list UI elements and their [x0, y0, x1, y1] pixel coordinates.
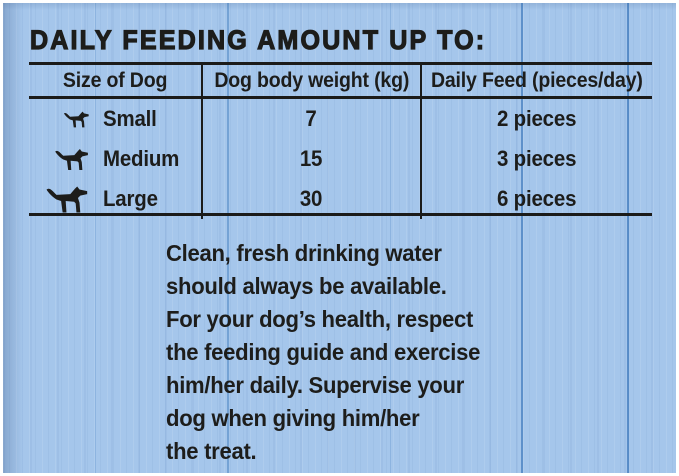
- header-daily-feed: Daily Feed (pieces/day): [431, 68, 643, 92]
- weight-cell: 30: [203, 179, 422, 219]
- care-note-line: him/her daily. Supervise your: [166, 372, 465, 398]
- size-cell-small: Small: [29, 99, 203, 139]
- care-note-line: Clean, fresh drinking water: [166, 240, 442, 266]
- care-note: Clean, fresh drinking water should alway…: [166, 237, 550, 468]
- care-note-line: should always be available.: [166, 273, 447, 299]
- feed-cell: 3 pieces: [497, 146, 577, 171]
- feeding-table-header-row: Size of Dog Dog body weight (kg) Daily F…: [29, 65, 652, 99]
- feeding-row-small: Small 7 2 pieces: [29, 99, 652, 139]
- dog-large-icon: [29, 184, 91, 215]
- page-title: DAILY FEEDING AMOUNT UP TO:: [29, 25, 521, 55]
- care-note-line: the feeding guide and exercise: [166, 339, 481, 365]
- header-size-of-dog: Size of Dog: [29, 65, 203, 96]
- feed-cell: 2 pieces: [497, 106, 577, 131]
- care-note-line: For your dog’s health, respect: [166, 306, 474, 332]
- weight-cell: 15: [203, 139, 422, 179]
- dog-medium-icon: [29, 147, 91, 172]
- feeding-table: Size of Dog Dog body weight (kg) Daily F…: [29, 62, 652, 219]
- top-edge-shade: [3, 3, 676, 10]
- care-note-line: dog when giving him/her: [166, 405, 420, 431]
- size-label: Large: [103, 186, 158, 211]
- feeding-row-large: Large 30 6 pieces: [29, 179, 652, 219]
- dog-small-icon: [29, 110, 91, 129]
- left-edge-shade: [3, 3, 23, 473]
- wood-background: DAILY FEEDING AMOUNT UP TO: Size of Dog …: [3, 3, 676, 473]
- size-label: Small: [103, 106, 157, 131]
- header-dog-body-weight: Dog body weight (kg): [203, 65, 422, 96]
- size-label: Medium: [103, 146, 180, 171]
- size-cell-large: Large: [29, 179, 203, 219]
- page-title-text: DAILY FEEDING AMOUNT UP TO:: [29, 25, 487, 55]
- feed-cell: 6 pieces: [497, 186, 577, 211]
- feeding-row-medium: Medium 15 3 pieces: [29, 139, 652, 179]
- care-note-line: the treat.: [166, 438, 257, 464]
- weight-cell: 7: [203, 99, 422, 139]
- size-cell-medium: Medium: [29, 139, 203, 179]
